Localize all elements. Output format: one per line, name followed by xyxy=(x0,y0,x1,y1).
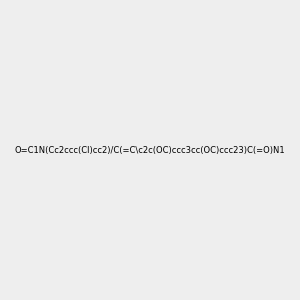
Text: O=C1N(Cc2ccc(Cl)cc2)/C(=C\c2c(OC)ccc3cc(OC)ccc23)C(=O)N1: O=C1N(Cc2ccc(Cl)cc2)/C(=C\c2c(OC)ccc3cc(… xyxy=(15,146,285,154)
